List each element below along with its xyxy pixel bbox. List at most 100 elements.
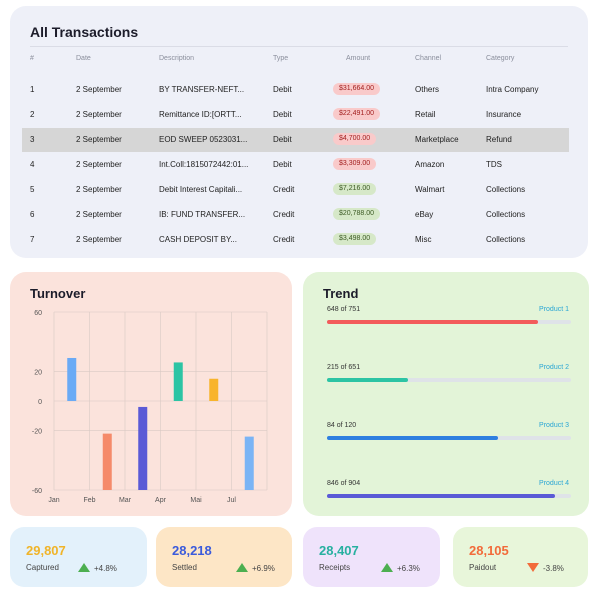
trend-product-link[interactable]: Product 2 [539, 364, 569, 371]
stat-change-value: +6.9% [252, 564, 275, 573]
chart-bar [138, 406, 148, 490]
x-tick-label: Feb [83, 497, 95, 504]
table-row[interactable]: 7 2 September CASH DEPOSIT BY... Credit $3,4… [22, 228, 569, 252]
row-amount-badge: $20,788.00 [333, 208, 381, 220]
trend-progress-track [327, 320, 571, 324]
row-description: BY TRANSFER-NEFT... [159, 85, 245, 94]
row-amount-badge: $4,700.00 [333, 133, 377, 145]
row-category: Refund [486, 135, 512, 144]
row-channel: Misc [415, 235, 432, 244]
transactions-title: All Transactions [30, 24, 139, 40]
trend-item: 84 of 120 Product 3 [327, 422, 571, 462]
row-channel: Marketplace [415, 135, 459, 144]
row-number: 4 [30, 160, 35, 169]
row-amount-badge: $3,498.00 [333, 233, 377, 245]
chart-bar [244, 436, 254, 490]
turnover-card: Turnover 60 20 0 -20 -60 Jan Feb Mar Apr Mai Jul [10, 272, 292, 516]
row-date: 2 September [76, 110, 122, 119]
chart-bar [173, 362, 183, 401]
column-header-amount[interactable]: Amount [346, 55, 371, 62]
row-channel: Others [415, 85, 440, 94]
chart-bar [67, 357, 77, 401]
table-row[interactable]: 1 2 September BY TRANSFER-NEFT... Debit $31,… [22, 78, 569, 102]
stat-card-settled[interactable]: 28,218 Settled +6.9% [156, 527, 292, 587]
row-description: CASH DEPOSIT BY... [159, 235, 237, 244]
trend-up-icon [78, 563, 90, 572]
table-row[interactable]: 3 2 September EOD SWEEP 0523031... Debit $4,… [22, 128, 569, 152]
row-category: Collections [486, 235, 526, 244]
row-amount-badge: $3,309.00 [333, 158, 377, 170]
row-number: 7 [30, 235, 35, 244]
trend-item: 648 of 751 Product 1 [327, 306, 571, 346]
row-date: 2 September [76, 85, 122, 94]
row-date: 2 September [76, 235, 122, 244]
table-row[interactable]: 5 2 September Debit Interest Capitali... Cr… [22, 178, 569, 202]
trend-up-icon [381, 563, 393, 572]
x-tick-label: Jul [227, 497, 236, 504]
table-row[interactable]: 2 2 September Remittance ID:[ORTT... Debit $… [22, 103, 569, 127]
column-header-type[interactable]: Type [273, 55, 289, 62]
stat-change: +4.8% [78, 563, 117, 573]
stat-card-captured[interactable]: 29,807 Captured +4.8% [10, 527, 147, 587]
row-description: Remittance ID:[ORTT... [159, 110, 242, 119]
row-date: 2 September [76, 160, 122, 169]
stat-value: 28,407 [319, 543, 359, 558]
trend-progress-fill [327, 320, 538, 324]
trend-value-label: 846 of 904 [327, 480, 361, 487]
stat-value: 28,218 [172, 543, 212, 558]
row-type: Debit [273, 110, 292, 119]
row-channel: eBay [415, 210, 434, 219]
y-tick-label: 20 [34, 369, 42, 376]
trend-value-label: 648 of 751 [327, 306, 361, 313]
trend-progress-track [327, 378, 571, 382]
row-category: Intra Company [486, 85, 539, 94]
trend-up-icon [236, 563, 248, 572]
y-tick-label: 0 [38, 399, 42, 406]
column-header-channel[interactable]: Channel [415, 55, 442, 62]
trend-progress-fill [327, 436, 498, 440]
stat-change: +6.3% [381, 563, 420, 573]
row-date: 2 September [76, 185, 122, 194]
stat-label: Receipts [319, 563, 351, 572]
y-tick-label: -20 [32, 429, 42, 436]
row-type: Debit [273, 135, 292, 144]
row-amount-badge: $31,664.00 [333, 83, 381, 95]
trend-progress-track [327, 436, 571, 440]
chart-bar [102, 433, 112, 490]
stat-change-value: +4.8% [94, 564, 117, 573]
table-row[interactable]: 6 2 September IB: FUND TRANSFER... Credit $2… [22, 203, 569, 227]
trend-product-link[interactable]: Product 3 [539, 422, 569, 429]
stat-change-value: -3.8% [543, 564, 564, 573]
row-type: Credit [273, 210, 295, 219]
transactions-card: All Transactions # Date Description Type… [10, 6, 588, 258]
column-header-description[interactable]: Description [159, 55, 195, 62]
stat-label: Settled [172, 563, 197, 572]
stat-change-value: +6.3% [397, 564, 420, 573]
trend-value-label: 84 of 120 [327, 422, 357, 429]
row-type: Credit [273, 185, 295, 194]
row-number: 3 [30, 135, 35, 144]
x-tick-label: Mar [119, 497, 132, 504]
trend-progress-fill [327, 494, 556, 498]
column-header-num[interactable]: # [30, 55, 34, 62]
trend-product-link[interactable]: Product 4 [539, 480, 569, 487]
trend-progress-fill [327, 378, 408, 382]
row-number: 1 [30, 85, 35, 94]
stat-card-paidout[interactable]: 28,105 Paidout -3.8% [453, 527, 588, 587]
table-row[interactable]: 4 2 September Int.Coll:1815072442:01... Deb… [22, 153, 569, 177]
row-number: 2 [30, 110, 35, 119]
turnover-title: Turnover [30, 286, 86, 301]
row-date: 2 September [76, 135, 122, 144]
column-header-category[interactable]: Category [486, 55, 515, 62]
row-category: TDS [486, 160, 502, 169]
trend-product-link[interactable]: Product 1 [539, 306, 569, 313]
row-amount-badge: $7,216.00 [333, 183, 377, 195]
trend-item: 215 of 651 Product 2 [327, 364, 571, 404]
row-type: Credit [273, 235, 295, 244]
header-divider [30, 46, 568, 47]
trend-item: 846 of 904 Product 4 [327, 480, 571, 520]
column-header-date[interactable]: Date [76, 55, 91, 62]
row-type: Debit [273, 160, 292, 169]
stat-card-receipts[interactable]: 28,407 Receipts +6.3% [303, 527, 440, 587]
row-number: 5 [30, 185, 35, 194]
